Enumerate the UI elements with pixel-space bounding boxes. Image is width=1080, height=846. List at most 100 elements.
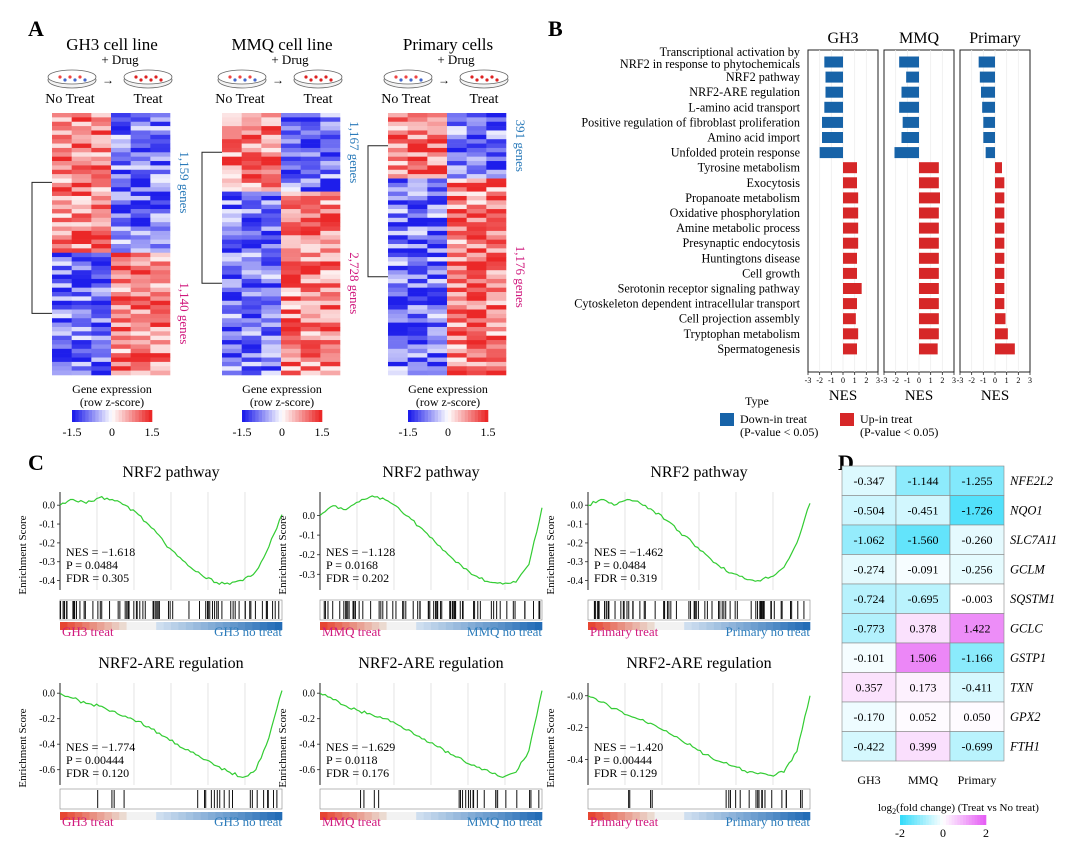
rank-heat-segment xyxy=(156,812,164,820)
heatmap-cell xyxy=(447,322,467,328)
heatmap-cell xyxy=(261,331,282,336)
heatmap-cell xyxy=(320,134,341,140)
rank-heat-segment xyxy=(349,622,358,630)
heatmap-cell xyxy=(241,230,262,236)
heatmap-cell xyxy=(300,147,321,153)
heatmap-cell xyxy=(91,370,112,376)
heatmap-cell xyxy=(130,239,151,245)
heatmap-cell xyxy=(427,130,448,136)
heatmap-cell xyxy=(281,318,301,323)
rank-heat-segment xyxy=(259,812,268,820)
legend-gradient-step xyxy=(98,410,103,422)
rank-heat-segment xyxy=(230,812,238,820)
heatmap-cell xyxy=(388,187,408,192)
heatmap-cell xyxy=(52,217,72,223)
heatmap-cell xyxy=(300,213,321,219)
heatmap-cell xyxy=(241,147,262,153)
heatmap-cell xyxy=(486,326,507,332)
heatmap-cell xyxy=(281,126,301,131)
heatmap-cell xyxy=(150,113,171,118)
heatmap-cell xyxy=(281,257,301,262)
heatmap-cell xyxy=(466,300,487,306)
heatmap-cell xyxy=(71,235,92,240)
heatmap-cell xyxy=(427,178,448,184)
heatmap-cell xyxy=(111,270,131,275)
fold-change-value: 0.357 xyxy=(856,680,883,694)
gsea-title: NRF2-ARE regulation xyxy=(626,655,771,672)
fold-change-cell xyxy=(949,583,1005,614)
heatmap-cell xyxy=(91,143,112,149)
heatmap-cell xyxy=(300,257,321,262)
heatmap-cell xyxy=(388,147,408,153)
heatmap-cell xyxy=(111,361,131,367)
heatmap-cell xyxy=(241,113,262,118)
heatmap-cell xyxy=(222,287,242,293)
heatmap-cell xyxy=(300,200,321,205)
heatmap-cell xyxy=(52,366,72,371)
heatmap-cell xyxy=(71,331,92,336)
pathway-term: Tryptophan metabolism xyxy=(684,327,801,341)
heatmap-cell xyxy=(427,344,448,350)
heatmap-cell xyxy=(52,344,72,350)
axis-tick-label: 2 xyxy=(1016,376,1020,385)
heatmap-cell xyxy=(150,174,171,179)
dendrogram xyxy=(367,145,388,278)
heatmap-cell xyxy=(320,357,341,363)
legend-gradient-step xyxy=(454,410,459,422)
heatmap-cell xyxy=(407,278,428,284)
heatmap-cell xyxy=(111,326,131,332)
legend-gradient-step xyxy=(268,410,273,422)
heatmap-cell xyxy=(486,191,507,197)
heatmap-cell xyxy=(52,200,72,205)
legend-gradient-step xyxy=(914,815,918,825)
heatmap-cell xyxy=(407,239,428,245)
axis-label-nes: NES xyxy=(905,388,933,404)
heatmap-cell xyxy=(447,244,467,249)
legend-gradient-step xyxy=(408,410,412,422)
fold-change-cell xyxy=(949,524,1005,555)
y-tick-label: -0.2 xyxy=(567,538,583,549)
axis-tick-label: -1 xyxy=(904,376,911,385)
rank-heat-segment xyxy=(89,622,98,630)
heatmap-cell xyxy=(71,152,92,157)
heatmap-cell xyxy=(241,191,262,197)
rank-heat-segment xyxy=(534,622,543,630)
heatmap-cell xyxy=(486,296,507,302)
heatmap-cell xyxy=(261,292,282,297)
heatmap-cell xyxy=(71,300,92,306)
bar-up xyxy=(995,192,1005,204)
bar-up xyxy=(843,283,862,294)
heatmap-cell xyxy=(91,217,112,223)
treat-label: Primary treat xyxy=(590,624,659,639)
heatmap-cell xyxy=(261,318,282,323)
heatmap-cell xyxy=(388,156,408,162)
heatmap-cell xyxy=(388,209,408,214)
heatmap-cell xyxy=(486,235,507,240)
legend-gradient-step xyxy=(115,410,119,422)
legend-gradient-step xyxy=(474,410,479,422)
heatmap-cell xyxy=(447,318,467,323)
nes-value: NES = −1.774 xyxy=(66,740,135,754)
heatmap-cell xyxy=(407,283,428,288)
fold-change-value: -0.170 xyxy=(854,710,885,724)
heatmap-cell xyxy=(447,305,467,310)
heatmap-cell xyxy=(407,174,428,179)
heatmap-cell xyxy=(300,178,321,184)
heatmap-cell xyxy=(71,292,92,297)
rank-heat-segment xyxy=(111,622,120,630)
gene-name: NFE2L2 xyxy=(1009,474,1053,488)
heatmap-cell xyxy=(388,161,408,166)
heatmap-cell xyxy=(447,178,467,184)
heatmap-cell xyxy=(447,309,467,315)
heatmap-cell xyxy=(130,265,151,271)
heatmap-cell xyxy=(486,217,507,223)
heatmap-cell xyxy=(427,152,448,157)
heatmap-cell xyxy=(407,226,428,232)
heatmap-cell xyxy=(407,152,428,157)
rank-heat-segment xyxy=(222,812,231,820)
heatmap-cell xyxy=(388,252,408,258)
legend-gradient-step xyxy=(105,410,109,422)
heatmap-cell xyxy=(222,305,242,310)
heatmap-cell xyxy=(281,230,301,236)
heatmap-cell xyxy=(91,309,112,315)
